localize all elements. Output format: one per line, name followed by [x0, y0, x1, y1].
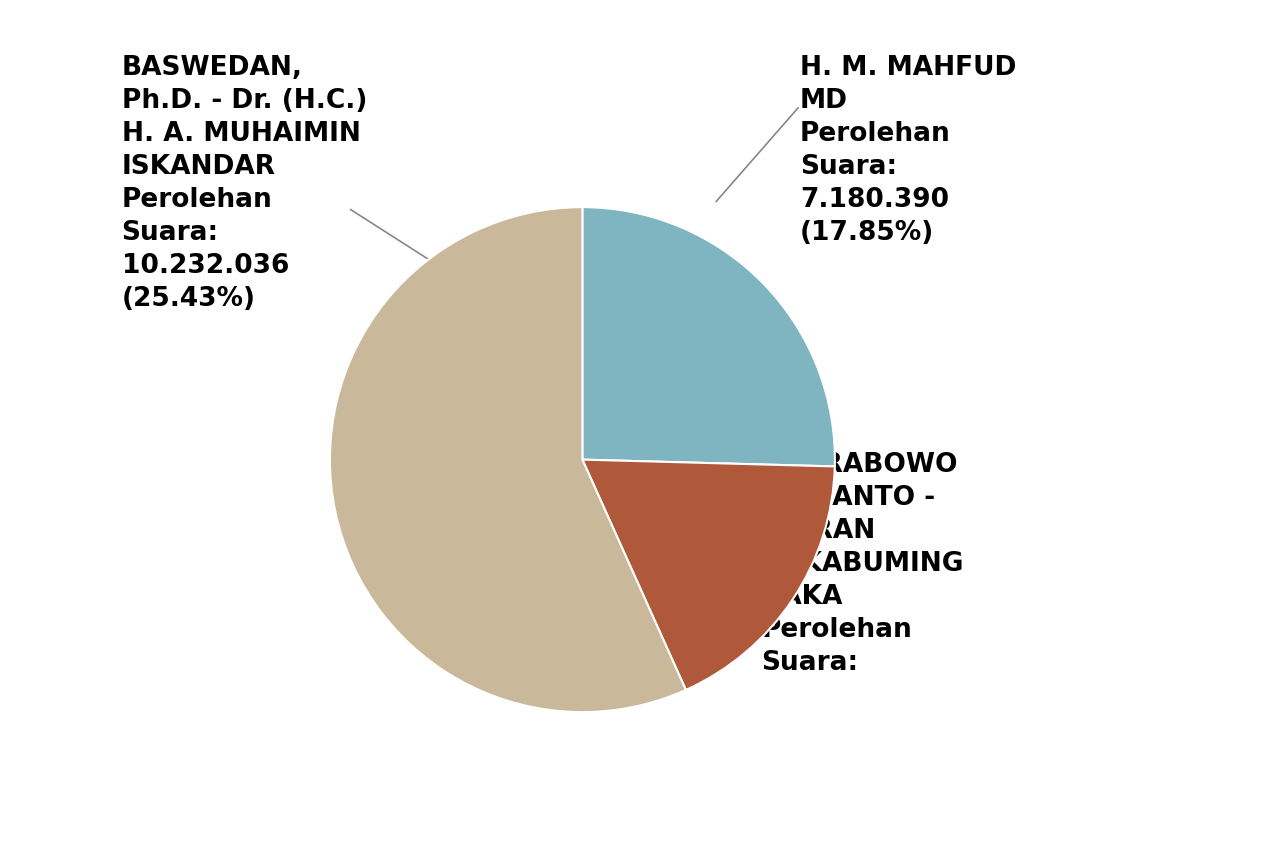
Wedge shape [582, 208, 835, 467]
Wedge shape [582, 460, 835, 690]
Text: BASWEDAN,
Ph.D. - Dr. (H.C.)
H. A. MUHAIMIN
ISKANDAR
Perolehan
Suara:
10.232.036: BASWEDAN, Ph.D. - Dr. (H.C.) H. A. MUHAI… [122, 55, 367, 312]
Text: H. M. MAHFUD
MD
Perolehan
Suara:
7.180.390
(17.85%): H. M. MAHFUD MD Perolehan Suara: 7.180.3… [800, 55, 1016, 246]
Wedge shape [330, 208, 686, 712]
Text: H. PRABOWO
SUBIANTO -
GIBRAN
RAKABUMING
RAKA
Perolehan
Suara:: H. PRABOWO SUBIANTO - GIBRAN RAKABUMING … [762, 452, 964, 676]
